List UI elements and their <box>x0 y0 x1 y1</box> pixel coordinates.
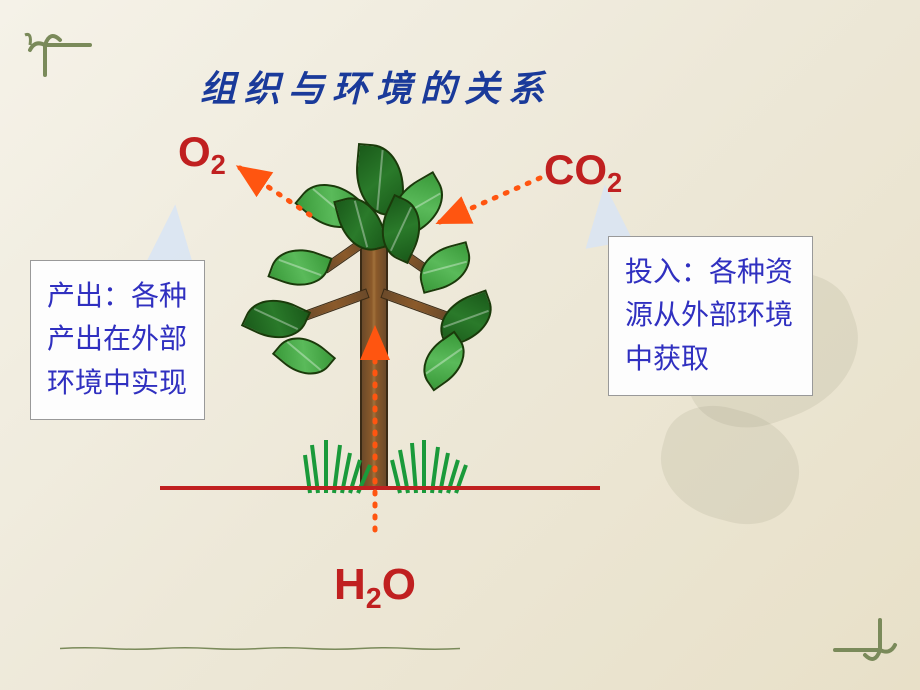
o2-text: O <box>178 128 211 175</box>
tree-diagram <box>240 140 520 520</box>
corner-ornament-br <box>825 615 905 675</box>
h2o-sub: 2 <box>366 583 382 615</box>
bottom-border-ornament <box>60 647 460 650</box>
ground-line <box>160 486 600 490</box>
co2-text: CO <box>544 146 607 193</box>
co2-label: CO2 <box>544 146 622 194</box>
corner-ornament-tl <box>20 20 100 80</box>
h2o-pre: H <box>334 560 366 609</box>
o2-sub: 2 <box>211 149 226 180</box>
tree-leaf <box>413 241 476 294</box>
output-callout: 产出：各种产出在外部环境中实现 <box>30 260 205 420</box>
o2-label: O2 <box>178 128 226 176</box>
page-title: 组织与环境的关系 <box>200 60 552 112</box>
co2-sub: 2 <box>607 167 622 198</box>
h2o-post: O <box>382 560 416 609</box>
input-callout: 投入：各种资源从外部环境中获取 <box>608 236 813 396</box>
callout-pointer-left <box>147 201 205 268</box>
tree-leaf <box>267 239 332 295</box>
h2o-label: H2O <box>334 560 416 610</box>
tree-branch <box>380 288 449 321</box>
bg-leaf-decoration <box>648 394 812 536</box>
